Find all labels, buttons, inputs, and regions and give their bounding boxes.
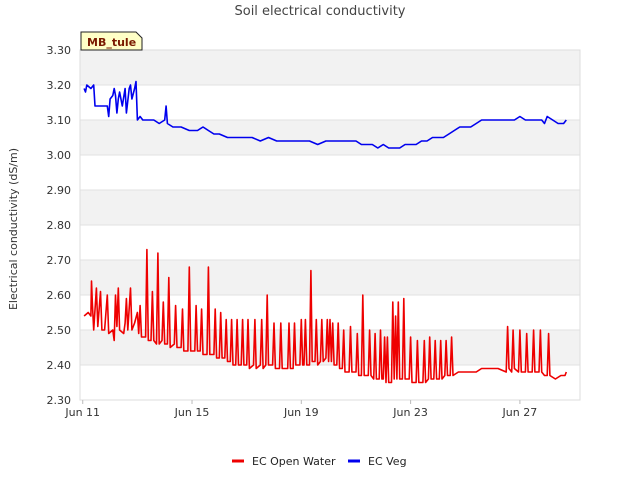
series-line-ec-open-water [83, 248, 568, 384]
x-tick-label: Jun 19 [283, 406, 319, 419]
plot-border [79, 49, 581, 401]
x-tick-label: Jun 15 [174, 406, 210, 419]
plot-band [80, 190, 580, 225]
y-tick-label: 2.90 [47, 184, 72, 197]
plot-band [80, 120, 580, 155]
x-tick-label: Jun 23 [392, 406, 428, 419]
y-tick-label: 2.40 [47, 359, 72, 372]
x-axis-ticks: Jun 11 Jun 15 Jun 19 Jun 23 Jun 27 [64, 400, 537, 419]
series-line-ec-veg [83, 80, 567, 149]
legend-label: EC Open Water [252, 455, 336, 468]
y-tick-label: 3.00 [47, 149, 72, 162]
site-badge: MB_tule [80, 31, 143, 51]
y-tick-label: 2.70 [47, 254, 72, 267]
x-tick-label: Jun 11 [64, 406, 100, 419]
legend-label: EC Veg [368, 455, 407, 468]
legend: EC Open Water EC Veg [232, 455, 407, 468]
series-lines [83, 80, 568, 384]
y-tick-label: 3.20 [47, 79, 72, 92]
y-axis-label: Electrical conductivity (dS/m) [7, 148, 20, 310]
plot-background-bands [80, 50, 580, 365]
y-tick-label: 2.50 [47, 324, 72, 337]
y-tick-label: 2.80 [47, 219, 72, 232]
site-badge-box [80, 31, 143, 51]
y-tick-label: 2.30 [47, 394, 72, 407]
chart-title: Soil electrical conductivity [234, 4, 405, 19]
y-tick-label: 2.60 [47, 289, 72, 302]
y-tick-label: 3.10 [47, 114, 72, 127]
x-tick-label: Jun 27 [502, 406, 538, 419]
site-badge-label: MB_tule [87, 36, 136, 49]
y-axis-ticks: 2.30 2.40 2.50 2.60 2.70 2.80 2.90 3.00 3.10 3.20… [47, 44, 72, 407]
plot-band [80, 50, 580, 85]
y-tick-label: 3.30 [47, 44, 72, 57]
plot-band [80, 260, 580, 295]
